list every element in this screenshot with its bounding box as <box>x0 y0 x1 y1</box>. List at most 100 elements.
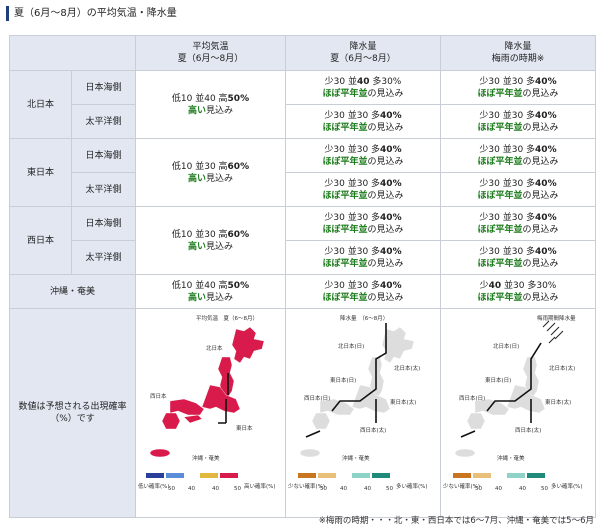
probability-line: 少30 並30 多40% <box>324 178 402 189</box>
swatch-low-40 <box>166 473 184 478</box>
map-label: 東日本(太) <box>545 400 572 406</box>
legend-tick: 40 <box>212 486 219 492</box>
probability-line: 少30 並30 多40% <box>324 246 402 257</box>
japan-rain-tsuyu-map <box>454 320 564 458</box>
map-rain-summer-cell: 降水量 （6～8月） 北日本(日) 北日本(太) 東日本(日) 西日本(日) <box>285 308 441 518</box>
map-label: 沖縄・奄美 <box>342 456 370 462</box>
legend-tick: 40 <box>340 486 347 492</box>
japan-temperature-map <box>149 326 265 458</box>
region-okinawa: 沖縄・奄美 <box>9 274 136 309</box>
rain-tsuyu-east-pa: 少30 並30 多40% ほぼ平年並の見込み <box>440 172 596 207</box>
map-title: 梅雨期間降水量 <box>537 316 576 322</box>
forecast-summary: ほぼ平年並の見込み <box>322 190 404 201</box>
probability-line: 少30 並30 多40% <box>324 144 402 155</box>
swatch-dry-50 <box>298 473 316 478</box>
forecast-summary: ほぼ平年並の見込み <box>477 156 559 167</box>
rain-tsuyu-west-js: 少30 並30 多40% ほぼ平年並の見込み <box>440 206 596 241</box>
header-blank <box>9 35 136 71</box>
forecast-summary: ほぼ平年並の見込み <box>322 156 404 167</box>
forecast-summary: ほぼ平年並の見込み <box>322 88 404 99</box>
swatch-wet-40 <box>352 473 370 478</box>
rain-summer-okinawa: 少30 並30 多40% ほぼ平年並の見込み <box>285 274 441 309</box>
swatch-wet-50 <box>527 473 545 478</box>
japan-rain-summer-map <box>299 323 415 458</box>
map-label: 西日本(太) <box>515 428 542 434</box>
forecast-table: 平均気温 夏（6月～8月） 降水量 夏（6月～8月） 降水量 梅雨の時期※ 北日本 日… <box>9 35 596 518</box>
footnote: ※梅雨の時期・・・北・東・西日本では6～7月、沖縄・奄美では5～6月 <box>318 516 594 526</box>
probability-line: 低10 並30 高60% <box>171 161 250 172</box>
legend-tick: 40 <box>495 486 502 492</box>
probability-line: 少30 並30 多40% <box>479 212 557 223</box>
swatch-wet-40 <box>507 473 525 478</box>
legend-tick: 50 <box>234 486 241 492</box>
map-rain-summer: 降水量 （6～8月） 北日本(日) 北日本(太) 東日本(日) 西日本(日) <box>288 313 436 509</box>
probability-line: 少30 並30 多40% <box>479 76 557 87</box>
header-temp: 平均気温 夏（6月～8月） <box>135 35 286 71</box>
probability-line: 低10 並30 高60% <box>171 229 250 240</box>
rain-tsuyu-west-pa: 少30 並30 多40% ほぼ平年並の見込み <box>440 240 596 275</box>
swatch-high-50 <box>220 473 238 478</box>
temp-north: 低10 並40 高50% 高い見込み <box>135 70 286 139</box>
subregion-pacific: 太平洋側 <box>71 172 136 207</box>
subregion-japan-sea: 日本海側 <box>71 206 136 241</box>
forecast-summary: ほぼ平年並の見込み <box>322 258 404 269</box>
probability-line: 少30 並30 多40% <box>479 246 557 257</box>
legend-rain-summer: 少ない確率(%) 50 40 40 50 多い確率(%) <box>288 463 436 509</box>
legend-tick: 50 <box>386 486 393 492</box>
probability-line: 少30 並30 多40% <box>324 212 402 223</box>
rain-tsuyu-okinawa: 少40 並30 多30% ほぼ平年並の見込み <box>440 274 596 309</box>
probability-line: 少40 並30 多30% <box>479 280 557 291</box>
probability-line: 少30 並30 多40% <box>324 110 402 121</box>
subregion-japan-sea: 日本海側 <box>71 70 136 105</box>
swatch-high-40 <box>200 473 218 478</box>
swatch-wet-50 <box>372 473 390 478</box>
map-temperature: 平均気温 夏（6～8月） 北日本 西日本 東日 <box>138 313 286 509</box>
map-label: 北日本(太) <box>394 366 421 372</box>
forecast-summary: ほぼ平年並の見込み <box>477 122 559 133</box>
probability-line: 少30 並30 多40% <box>479 178 557 189</box>
map-label: 北日本(日) <box>338 344 365 350</box>
region-north: 北日本 <box>9 70 72 139</box>
map-title: 降水量 （6～8月） <box>340 316 389 322</box>
legend-high: 多い確率(%) <box>551 484 583 490</box>
page-title: 夏（6月～8月）の平均気温・降水量 <box>6 6 177 21</box>
forecast-summary: 高い見込み <box>187 292 234 303</box>
swatch-dry-40 <box>473 473 491 478</box>
rain-summer-west-pa: 少30 並30 多40% ほぼ平年並の見込み <box>285 240 441 275</box>
region-east: 東日本 <box>9 138 72 207</box>
map-label-okinawa: 沖縄・奄美 <box>192 456 220 462</box>
rain-summer-north-pa: 少30 並30 多40% ほぼ平年並の見込み <box>285 104 441 139</box>
map-rain-tsuyu-cell: 梅雨期間降水量 北日本(日) 北日本(太) 東日本 <box>440 308 596 518</box>
map-label-north: 北日本 <box>206 346 223 352</box>
map-label: 北日本(太) <box>549 366 576 372</box>
forecast-summary: ほぼ平年並の見込み <box>477 258 559 269</box>
map-label: 西日本(太) <box>360 428 387 434</box>
forecast-summary: 高い見込み <box>187 173 234 184</box>
legend-high: 高い確率(%) <box>244 484 276 490</box>
region-west: 西日本 <box>9 206 72 275</box>
probability-line: 少30 並30 多40% <box>479 144 557 155</box>
map-temp-cell: 平均気温 夏（6～8月） 北日本 西日本 東日 <box>135 308 286 518</box>
legend-tick: 40 <box>364 486 371 492</box>
rain-summer-east-js: 少30 並30 多40% ほぼ平年並の見込み <box>285 138 441 173</box>
legend-low: 少ない確率(%) <box>443 484 481 490</box>
rain-tsuyu-north-js: 少30 並30 多40% ほぼ平年並の見込み <box>440 70 596 105</box>
forecast-summary: ほぼ平年並の見込み <box>322 122 404 133</box>
map-rain-tsuyu: 梅雨期間降水量 北日本(日) 北日本(太) 東日本 <box>443 313 591 509</box>
map-label: 北日本(日) <box>493 344 520 350</box>
forecast-summary: 高い見込み <box>187 241 234 252</box>
subregion-pacific: 太平洋側 <box>71 104 136 139</box>
legend-tick: 50 <box>541 486 548 492</box>
forecast-summary: ほぼ平年並の見込み <box>322 292 404 303</box>
forecast-summary: ほぼ平年並の見込み <box>477 190 559 201</box>
map-label: 東日本(日) <box>330 378 357 384</box>
map-label-west: 西日本 <box>150 394 167 400</box>
header-rain-summer: 降水量 夏（6月～8月） <box>285 35 441 71</box>
swatch-dry-50 <box>453 473 471 478</box>
probability-line: 少30 並30 多40% <box>324 280 402 291</box>
rain-summer-east-pa: 少30 並30 多40% ほぼ平年並の見込み <box>285 172 441 207</box>
temp-east: 低10 並30 高60% 高い見込み <box>135 138 286 207</box>
subregion-japan-sea: 日本海側 <box>71 138 136 173</box>
map-label: 西日本(日) <box>304 396 331 402</box>
subregion-pacific: 太平洋側 <box>71 240 136 275</box>
